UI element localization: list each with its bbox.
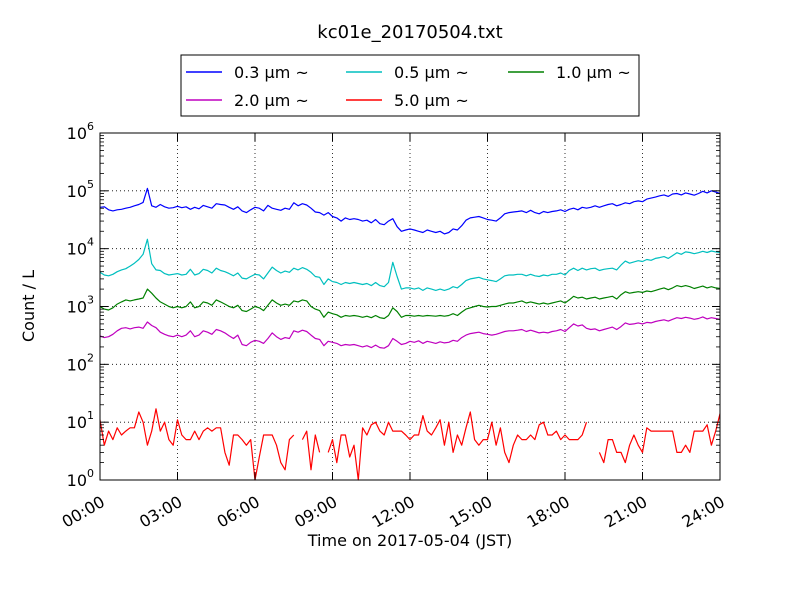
series-line [99,316,721,349]
legend: 0.3 μm ~ 0.5 μm ~ 1.0 μm ~ 2.0 μm ~ 5.0 μm ~ [180,54,640,117]
y-tick-label: 106 [67,120,94,143]
y-axis: 100 101 102 103 104 105 106 [67,120,720,490]
y-tick-label: 105 [67,178,94,201]
y-tick-label: 104 [67,236,94,259]
series-layer [99,187,721,481]
y-tick-label: 102 [67,351,94,374]
legend-frame [180,54,640,117]
legend-label: 0.3 μm ~ [234,63,309,82]
legend-label: 2.0 μm ~ [234,91,309,110]
series-line [99,408,721,481]
y-tick-label: 100 [67,467,94,490]
x-axis-label: Time on 2017-05-04 (JST) [307,531,512,550]
legend-label: 1.0 μm ~ [556,63,631,82]
series-line [99,187,721,235]
legend-label: 0.5 μm ~ [394,63,469,82]
legend-label: 5.0 μm ~ [394,91,469,110]
grid-lines [100,133,720,480]
y-tick-label: 103 [67,294,94,317]
y-tick-label: 101 [67,409,94,432]
series-line [99,285,721,320]
y-axis-label: Count / L [19,270,38,342]
chart-title: kc01e_20170504.txt [317,22,502,43]
legend-items: 0.3 μm ~ 0.5 μm ~ 1.0 μm ~ 2.0 μm ~ 5.0 μm ~ [186,63,631,110]
series-line [99,238,721,291]
